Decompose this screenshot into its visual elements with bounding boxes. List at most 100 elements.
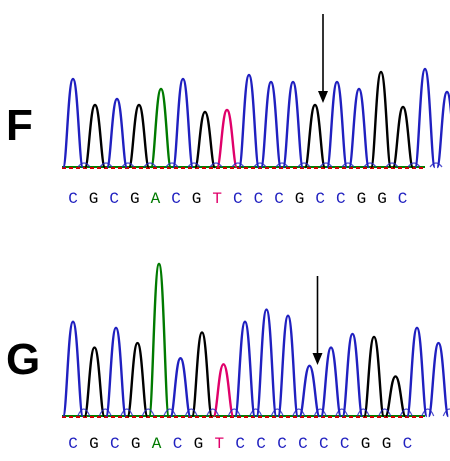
base-call-a: A (151, 190, 161, 208)
peak-c-8 (238, 73, 260, 169)
base-call-c: C (109, 190, 119, 208)
noise-peak (227, 408, 241, 417)
base-call-c: C (233, 190, 243, 208)
variant-arrow-head (318, 91, 328, 103)
peak-c-10 (282, 80, 304, 169)
base-call-c: C (277, 435, 287, 453)
noise-peak (442, 408, 450, 417)
noise-peak (231, 162, 245, 168)
noise-peak (206, 408, 220, 417)
noise-peak (77, 162, 91, 168)
noise-peak (429, 162, 443, 168)
base-call-c: C (235, 435, 245, 453)
peak-g-1 (83, 346, 106, 418)
base-call-t: T (214, 435, 224, 453)
peak-a-4 (148, 262, 170, 418)
noise-peak (363, 162, 377, 168)
base-call-g: G (130, 190, 140, 208)
peak-g-3 (126, 341, 149, 418)
peak-g-6 (191, 331, 213, 418)
peak-c-5 (169, 357, 192, 418)
base-call-g: G (377, 190, 387, 208)
base-call-c: C (173, 435, 183, 453)
panel-label-f: F (6, 101, 33, 150)
noise-peak (421, 408, 435, 417)
noise-peak (163, 408, 177, 417)
peak-c-11 (298, 364, 321, 418)
peak-c-2 (105, 326, 127, 418)
noise-peak (319, 162, 333, 168)
noise-peak (99, 162, 113, 168)
peak-g-11 (304, 103, 326, 169)
base-call-g: G (361, 435, 371, 453)
variant-arrow-head (312, 353, 323, 365)
peak-c-12 (320, 346, 342, 418)
base-call-c: C (274, 190, 284, 208)
peak-c-0 (62, 77, 84, 169)
base-call-c: C (398, 190, 408, 208)
noise-peak (187, 162, 201, 168)
peak-a-4 (150, 87, 172, 169)
noise-peak (249, 408, 263, 417)
noise-peak (378, 408, 392, 417)
base-call-g: G (192, 190, 202, 208)
noise-peak (143, 162, 157, 168)
noise-peak (407, 162, 421, 168)
peak-c-17 (436, 90, 450, 169)
base-call-c: C (340, 435, 350, 453)
peak-c-10 (277, 314, 299, 418)
peak-g-14 (370, 70, 392, 169)
noise-peak (385, 162, 399, 168)
noise-peak (399, 408, 413, 417)
peak-c-17 (427, 341, 450, 418)
peak-g-15 (384, 375, 407, 418)
noise-peak (77, 408, 91, 417)
base-call-c: C (68, 190, 78, 208)
base-call-c: C (171, 190, 181, 208)
peak-g-3 (128, 103, 150, 169)
noise-peak (270, 408, 284, 417)
peak-g-15 (392, 105, 414, 169)
peak-g-6 (194, 110, 216, 169)
base-call-c: C (68, 435, 78, 453)
peak-c-0 (62, 320, 84, 418)
peak-g-14 (363, 335, 385, 418)
peak-c-13 (341, 332, 364, 418)
noise-peak (120, 408, 134, 417)
peak-t-7 (212, 363, 235, 418)
base-call-g: G (89, 190, 99, 208)
peak-c-13 (348, 87, 370, 169)
base-call-c: C (319, 435, 329, 453)
base-call-g: G (131, 435, 141, 453)
noise-peak (121, 162, 135, 168)
base-call-c: C (110, 435, 120, 453)
noise-peak (141, 408, 155, 417)
base-call-g: G (357, 190, 367, 208)
peak-c-8 (234, 320, 256, 418)
peak-c-9 (260, 80, 282, 169)
noise-peak (313, 408, 327, 417)
base-call-g: G (295, 190, 305, 208)
noise-peak (356, 408, 370, 417)
peak-c-16 (414, 67, 436, 169)
peak-t-7 (216, 108, 238, 169)
base-call-c: C (298, 435, 308, 453)
peak-c-2 (106, 97, 128, 169)
base-call-c: C (336, 190, 346, 208)
noise-peak (335, 408, 349, 417)
noise-peak (165, 162, 179, 168)
base-call-g: G (194, 435, 204, 453)
base-call-a: A (152, 435, 162, 453)
base-call-c: C (256, 435, 266, 453)
noise-peak (297, 162, 311, 168)
panel-label-g: G (6, 335, 41, 384)
noise-peak (98, 408, 112, 417)
peak-c-9 (255, 308, 278, 418)
peak-g-1 (84, 103, 106, 169)
peak-c-16 (406, 326, 428, 418)
peak-c-12 (326, 80, 348, 169)
base-call-g: G (382, 435, 392, 453)
noise-peak (341, 162, 355, 168)
base-call-g: G (89, 435, 99, 453)
